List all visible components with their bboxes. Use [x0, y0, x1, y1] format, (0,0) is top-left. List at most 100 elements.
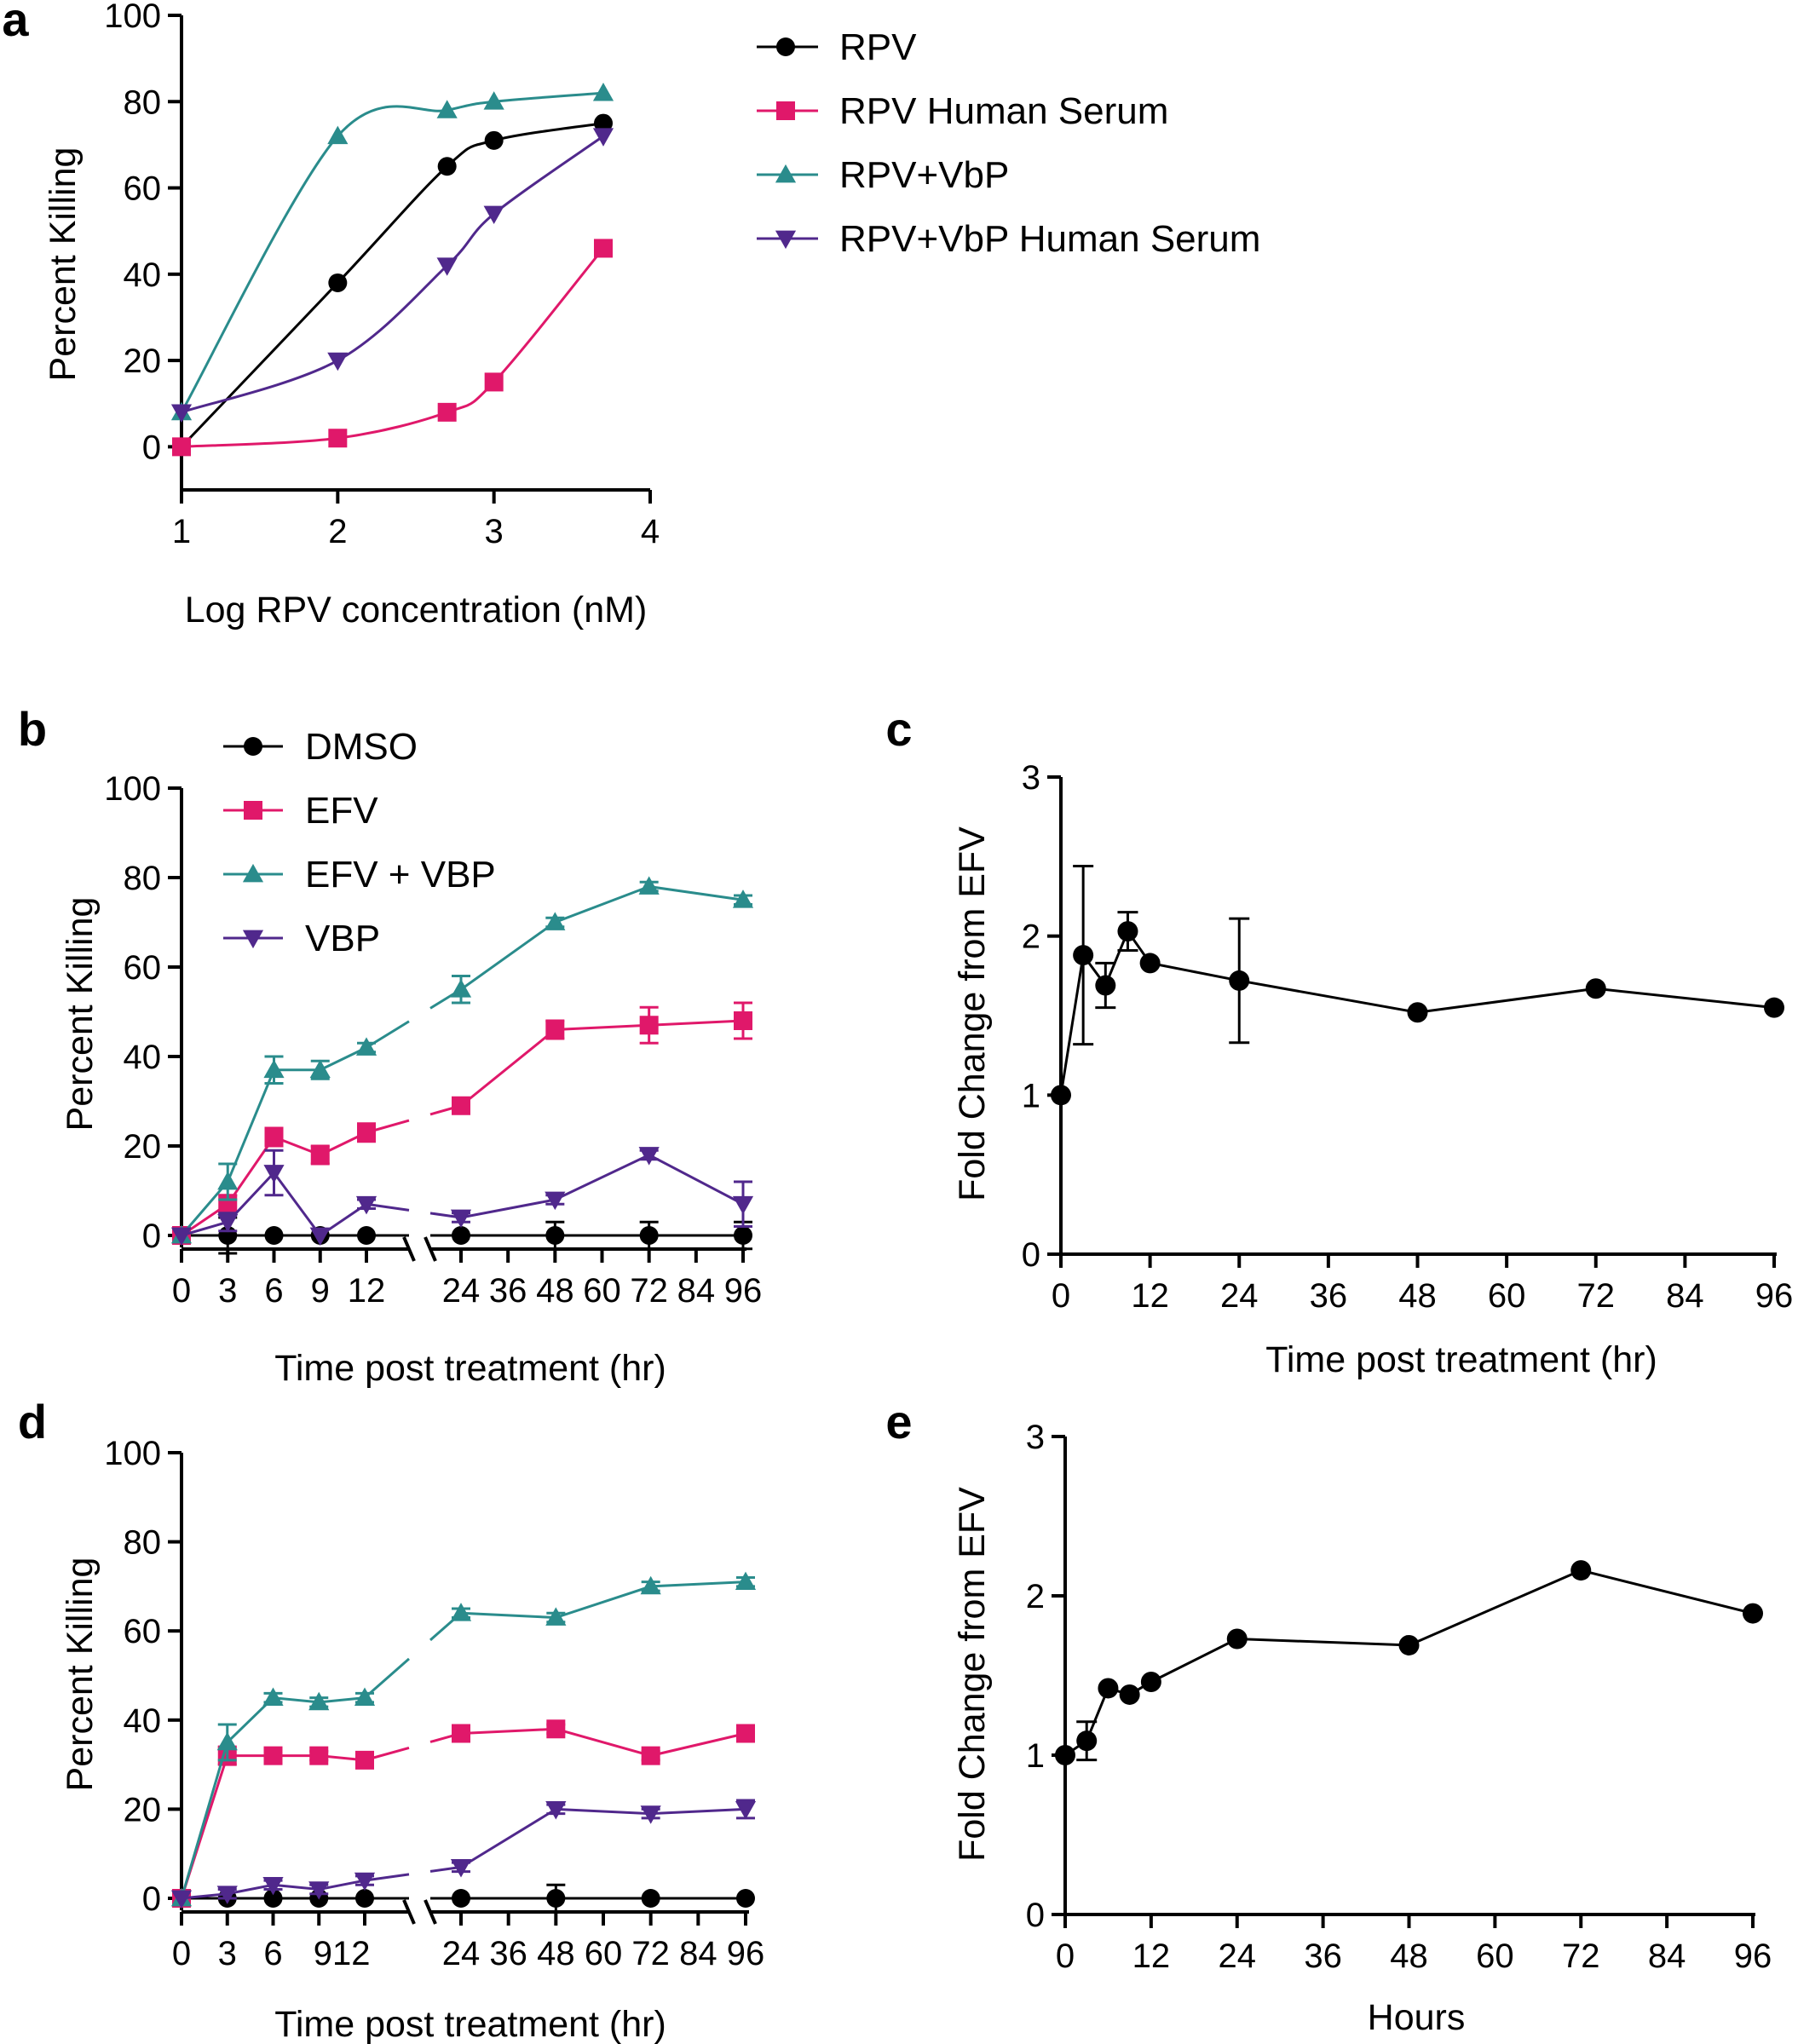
x-tick-label: 24	[1219, 1937, 1257, 1975]
data-point	[309, 1059, 331, 1079]
y-tick-label: 1	[1022, 1077, 1040, 1114]
data-point	[1140, 1671, 1161, 1692]
data-point	[170, 404, 193, 423]
panel-a: a 0 20 40 60 80 100 1 2 3 4 Log RPV concentration (…	[2, 0, 1260, 630]
y-tick-label: 20	[124, 1128, 162, 1166]
x-axis-label: Log RPV concentration (nM)	[185, 590, 648, 630]
data-point	[170, 1890, 193, 1909]
y-tick-label: 0	[1026, 1897, 1045, 1934]
x-tick-label: 60	[1488, 1277, 1526, 1315]
x-tick-label: 24	[442, 1272, 481, 1310]
x-tick-label: 12	[348, 1272, 386, 1310]
data-point	[1051, 1085, 1071, 1106]
x-tick-label: 3	[218, 1935, 237, 1972]
y-tick-label: 60	[124, 170, 162, 208]
legend-marker	[775, 230, 797, 250]
data-point	[1407, 1002, 1428, 1023]
axis-break-mark	[424, 1236, 437, 1262]
y-tick-label: 1	[1026, 1737, 1045, 1775]
data-point	[1095, 975, 1116, 996]
legend-marker	[244, 801, 262, 820]
y-tick-label: 100	[104, 1435, 161, 1472]
fit-curve-rpv	[180, 122, 604, 448]
x-tick-label: 60	[585, 1935, 623, 1972]
data-point	[172, 437, 191, 457]
data-point	[639, 1016, 659, 1035]
data-point	[545, 1607, 567, 1626]
x-tick-label: 36	[489, 1272, 527, 1310]
series-line-stub	[364, 1873, 410, 1882]
y-tick-label: 60	[124, 949, 162, 987]
legend-marker	[242, 863, 264, 883]
y-tick-label: 100	[104, 0, 161, 35]
data-point	[594, 239, 613, 258]
data-point	[452, 1226, 470, 1245]
data-point	[641, 1889, 660, 1908]
series-line-stub	[364, 1657, 410, 1699]
data-point	[328, 429, 348, 448]
data-point	[263, 1746, 283, 1765]
data-point	[355, 1889, 374, 1908]
x-tick-label: 2	[328, 513, 347, 550]
legend-marker	[776, 37, 795, 56]
y-axis-label: Percent Killing	[60, 897, 101, 1131]
legend-entry: VBP	[305, 918, 380, 959]
axis-break-mark	[402, 1236, 416, 1262]
data-point	[545, 912, 566, 930]
series-line	[460, 1153, 744, 1219]
y-tick-label: 20	[124, 343, 162, 380]
data-point	[328, 273, 348, 292]
x-tick-label: 48	[1398, 1277, 1437, 1315]
data-point	[263, 1059, 285, 1079]
data-point	[545, 1226, 565, 1245]
y-tick-label: 40	[124, 256, 162, 294]
y-tick-label: 80	[124, 1524, 162, 1562]
data-point	[452, 1096, 470, 1115]
x-tick-label: 72	[1562, 1937, 1600, 1975]
data-point	[546, 1889, 566, 1908]
data-point	[355, 1750, 374, 1770]
data-point	[736, 1724, 755, 1743]
data-point	[1398, 1634, 1420, 1655]
data-point	[450, 1209, 472, 1229]
x-axis-label: Time post treatment (hr)	[274, 1348, 666, 1389]
series-line	[460, 1581, 746, 1620]
data-point	[264, 1127, 284, 1147]
data-point	[641, 1746, 660, 1765]
x-tick-label: 0	[172, 1272, 191, 1310]
series-line	[460, 1019, 744, 1107]
series-line-stub	[366, 1202, 410, 1212]
data-point	[437, 157, 457, 176]
x-tick-label: 84	[1648, 1937, 1686, 1975]
data-point	[436, 257, 458, 276]
data-point	[545, 1191, 566, 1211]
data-point	[592, 128, 614, 147]
data-point	[639, 1226, 659, 1245]
x-tick-label: 96	[727, 1935, 765, 1972]
data-point	[1229, 970, 1250, 991]
y-tick-label: 0	[142, 1218, 161, 1255]
legend-entry: RPV+VbP	[839, 154, 1009, 196]
panel-letter-d: d	[18, 1395, 47, 1448]
y-tick-label: 3	[1026, 1419, 1045, 1456]
x-tick-label: 72	[630, 1272, 668, 1310]
data-point	[354, 1687, 376, 1706]
x-tick-label: 6	[264, 1272, 283, 1310]
x-tick-label: 36	[1310, 1277, 1348, 1315]
legend-marker	[242, 930, 264, 949]
y-tick-label: 40	[124, 1039, 162, 1076]
data-point	[216, 1731, 238, 1751]
x-tick-label: 84	[677, 1272, 716, 1310]
data-point	[734, 1226, 752, 1245]
data-point	[354, 1872, 376, 1891]
data-point	[734, 1011, 752, 1030]
series-line	[460, 1807, 746, 1868]
data-point	[545, 1801, 567, 1820]
data-point	[170, 1227, 193, 1247]
x-tick-label: 0	[1056, 1937, 1075, 1975]
y-tick-label: 0	[1022, 1236, 1040, 1274]
data-point	[357, 1226, 376, 1245]
